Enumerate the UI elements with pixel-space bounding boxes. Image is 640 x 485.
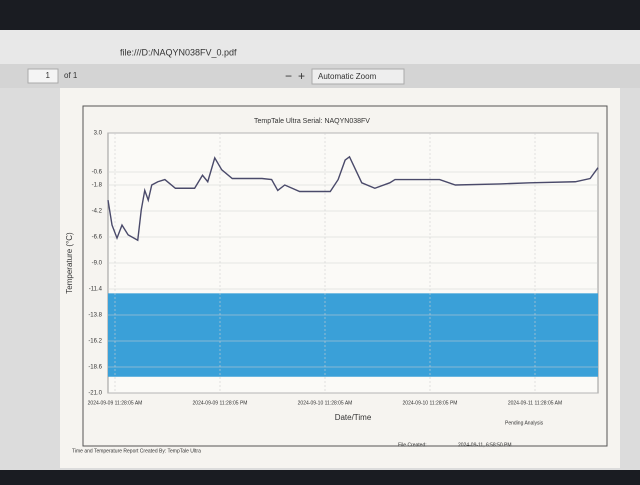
zoom-in[interactable]: + [298,69,305,83]
y-tick-label: -18.6 [88,365,102,371]
x-tick-label: 2024-09-09 11:28:05 PM [193,400,248,406]
footer-created-at: 2024-09-11, 6:58:50 PM [458,442,512,448]
x-tick-label: 2024-09-09 11:28:05 AM [88,400,143,406]
y-tick-label: -1.8 [92,183,103,189]
y-tick-label: -16.2 [88,339,102,345]
chart-frame [82,105,608,447]
page-count: of 1 [64,71,78,80]
temperature-line [107,155,599,242]
x-tick-label: 2024-09-10 11:28:05 PM [403,400,458,406]
y-tick-label: -21.0 [88,391,102,397]
zoom-label: Automatic Zoom [318,72,377,81]
y-axis-label: Temperature (°C) [65,232,74,294]
y-tick-label: -11.4 [89,287,103,293]
zoom-select[interactable] [311,68,405,85]
y-tick-label: -9.0 [92,261,103,267]
y-tick-label: -6.6 [92,235,103,241]
page-input[interactable] [27,68,59,84]
address-bar [0,30,640,64]
footer-file-created: File Created: [398,442,427,448]
footer-status: Pending Analysis [505,420,544,426]
x-tick-label: 2024-09-10 11:28:05 AM [298,400,353,406]
footer-created-by: Time and Temperature Report Created By: … [72,448,201,454]
y-tick-label: -4.2 [92,209,103,215]
alarm-band [108,293,598,377]
url: file:///D:/NAQYN038FV_0.pdf [120,47,237,57]
page-number: 1 [46,71,51,80]
chart-title: TempTale Ultra Serial: NAQYN038FV [254,118,370,125]
y-tick-label: -13.8 [88,313,102,319]
x-axis-label: Date/Time [335,413,372,422]
x-tick-label: 2024-09-11 11:28:05 AM [508,400,562,406]
zoom-out[interactable]: − [285,69,292,83]
y-tick-label: 3.0 [94,131,103,137]
y-tick-label: -0.6 [92,170,103,176]
